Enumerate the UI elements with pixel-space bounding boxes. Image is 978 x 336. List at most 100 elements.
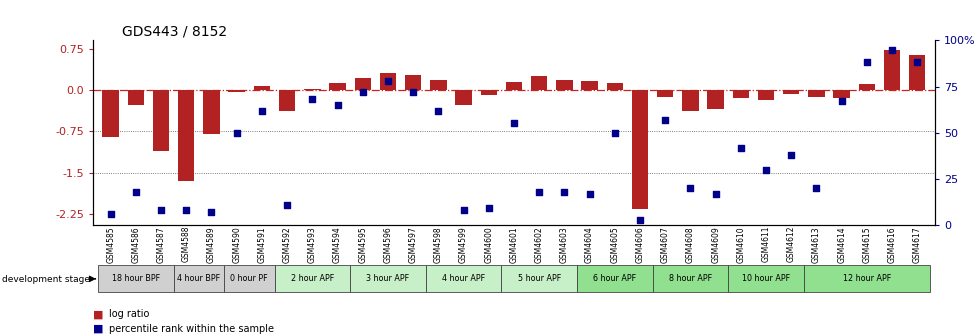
Point [656,117,672,122]
Point [757,167,773,172]
Bar [103,90,118,137]
Text: 5 hour APF: 5 hour APF [517,275,560,283]
FancyBboxPatch shape [728,265,803,292]
Text: GSM4611: GSM4611 [761,226,770,262]
Text: 0 hour PF: 0 hour PF [230,275,268,283]
Bar [606,83,622,90]
Bar [757,90,774,100]
Text: GSM4594: GSM4594 [333,226,341,263]
Text: GSM4615: GSM4615 [862,226,870,262]
Text: GSM4596: GSM4596 [383,226,392,263]
Text: GDS443 / 8152: GDS443 / 8152 [122,25,227,39]
Point [456,208,471,213]
Text: GSM4599: GSM4599 [459,226,467,263]
Text: GSM4610: GSM4610 [735,226,744,262]
Point [682,185,697,191]
Text: GSM4604: GSM4604 [585,226,594,263]
FancyBboxPatch shape [350,265,425,292]
Point [279,202,294,207]
Text: GSM4605: GSM4605 [609,226,619,263]
Point [379,78,395,84]
Text: GSM4600: GSM4600 [484,226,493,263]
Bar [153,90,169,151]
Bar [405,75,421,90]
Bar [329,83,345,90]
Point [632,217,647,222]
Text: GSM4595: GSM4595 [358,226,367,263]
Bar [782,90,799,94]
Bar [228,90,244,92]
Point [203,210,219,215]
Point [707,191,723,196]
Point [556,189,571,195]
Bar [253,86,270,90]
Bar [178,90,195,181]
Point [581,191,597,196]
Bar [203,90,219,134]
Text: GSM4598: GSM4598 [433,226,442,262]
Bar [808,90,823,96]
Text: 10 hour APF: 10 hour APF [741,275,789,283]
FancyBboxPatch shape [98,265,173,292]
Point [154,208,169,213]
Text: GSM4597: GSM4597 [408,226,418,263]
Point [833,98,849,104]
Bar [429,80,446,90]
Bar [732,90,748,98]
Text: GSM4589: GSM4589 [206,226,216,262]
Text: GSM4612: GSM4612 [786,226,795,262]
Bar [656,90,673,96]
Text: GSM4613: GSM4613 [811,226,821,262]
Bar [354,78,371,90]
Bar [556,80,572,90]
Bar [506,82,521,90]
FancyBboxPatch shape [501,265,576,292]
FancyBboxPatch shape [576,265,652,292]
Point [304,97,320,102]
Bar [455,90,471,105]
Text: log ratio: log ratio [109,309,149,319]
Text: GSM4586: GSM4586 [131,226,140,262]
FancyBboxPatch shape [274,265,350,292]
Text: GSM4588: GSM4588 [182,226,191,262]
Text: 18 hour BPF: 18 hour BPF [111,275,159,283]
Bar [682,90,698,111]
Point [430,108,446,113]
Bar [707,90,723,109]
Text: 4 hour BPF: 4 hour BPF [177,275,220,283]
Point [808,185,823,191]
Point [506,121,521,126]
Text: 12 hour APF: 12 hour APF [842,275,890,283]
Text: 3 hour APF: 3 hour APF [366,275,409,283]
Bar [631,90,647,209]
FancyBboxPatch shape [803,265,929,292]
Text: GSM4608: GSM4608 [686,226,694,262]
Point [103,211,118,217]
Text: ■: ■ [93,324,104,334]
Point [782,152,798,158]
Point [128,189,144,195]
Bar [909,55,924,90]
FancyBboxPatch shape [425,265,501,292]
Text: GSM4601: GSM4601 [509,226,518,262]
Bar [279,90,295,111]
Text: 2 hour APF: 2 hour APF [290,275,333,283]
Point [733,145,748,150]
Point [254,108,270,113]
Text: GSM4590: GSM4590 [232,226,241,263]
Point [480,206,496,211]
Bar [858,84,874,90]
Point [355,89,371,95]
Text: GSM4587: GSM4587 [156,226,165,262]
Bar [379,74,396,90]
Text: GSM4614: GSM4614 [836,226,845,262]
Bar [581,81,598,90]
Bar [127,90,144,106]
Text: GSM4602: GSM4602 [534,226,543,262]
Text: GSM4616: GSM4616 [887,226,896,262]
FancyBboxPatch shape [173,265,224,292]
Point [883,47,899,52]
Bar [832,90,849,98]
Point [405,89,421,95]
Text: GSM4592: GSM4592 [283,226,291,262]
